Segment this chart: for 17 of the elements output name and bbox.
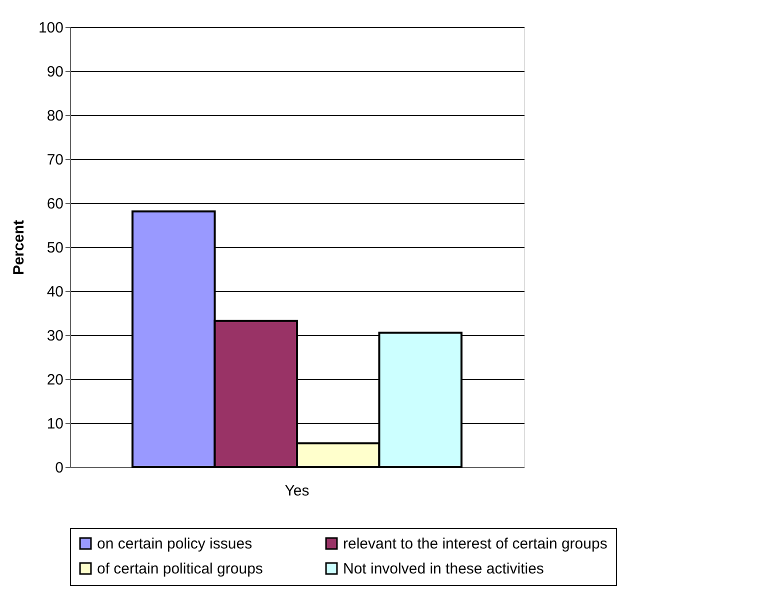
y-tick-label: 60 — [46, 196, 64, 212]
y-tick-label: 90 — [46, 64, 64, 80]
legend-label: of certain political groups — [97, 560, 263, 578]
y-tick-label: 50 — [46, 240, 64, 256]
legend-label: Not involved in these activities — [343, 560, 544, 578]
y-tick-label: 20 — [46, 372, 64, 388]
legend-label: on certain policy issues — [97, 536, 252, 553]
y-tick-label: 30 — [46, 328, 64, 344]
y-tick-label: 80 — [46, 108, 64, 124]
y-tick-label: 70 — [46, 152, 64, 168]
y-axis-title: Percent — [10, 220, 28, 276]
y-tick-label: 40 — [46, 284, 64, 300]
y-tick-label: 0 — [55, 460, 64, 476]
legend-label: relevant to the interest of certain groups — [343, 536, 608, 553]
y-tick-label: 100 — [38, 20, 64, 36]
y-tick-label: 10 — [46, 416, 64, 432]
x-tick-label: Yes — [284, 482, 310, 500]
